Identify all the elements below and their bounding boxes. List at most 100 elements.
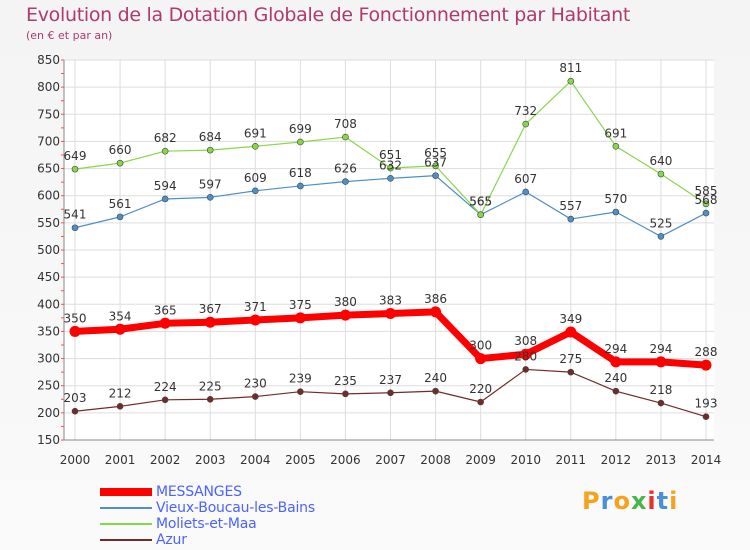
data-point [206,146,214,154]
data-label: 367 [199,302,222,316]
logo-letter: r [600,487,614,515]
logo-letter: x [630,487,648,515]
data-point [342,390,349,398]
data-point [567,77,575,85]
data-label: 541 [64,208,87,222]
data-point [116,159,124,167]
data-point [206,194,214,201]
data-label: 640 [649,154,672,168]
logo-letter: i [647,487,657,515]
legend-item: MESSANGES [100,484,315,500]
data-label: 349 [559,312,582,326]
chart-title: Evolution de la Dotation Globale de Fonc… [26,4,631,26]
data-point [522,120,530,128]
data-label: 386 [424,292,447,306]
legend-swatch [100,488,152,496]
x-tick-label: 2002 [150,453,181,467]
x-tick-label: 2010 [510,453,541,467]
data-label: 811 [559,61,582,75]
data-label: 383 [379,294,402,308]
data-point [161,195,169,203]
data-point [159,317,171,329]
data-point [432,162,439,170]
data-label: 660 [109,143,132,157]
data-label: 354 [109,309,132,323]
y-tick-label: 850 [37,53,60,67]
data-point [522,188,530,196]
data-label: 225 [199,379,222,393]
legend-item: Vieux-Boucau-les-Bains [100,500,315,516]
data-label: 218 [649,383,672,397]
data-label: 375 [289,298,312,312]
data-label: 732 [514,104,537,118]
data-label: 708 [334,117,357,131]
data-label: 682 [154,131,177,145]
data-label: 655 [424,146,447,160]
data-point [387,389,394,397]
data-point [297,388,304,395]
data-point [702,200,710,208]
data-point [249,314,261,326]
data-point [430,306,442,318]
data-label: 568 [695,193,718,207]
data-label: 525 [649,216,672,230]
data-point [387,175,394,182]
data-label: 235 [334,374,357,388]
data-point [432,172,439,179]
data-label: 561 [109,197,132,211]
y-tick-label: 600 [37,189,60,203]
logo-letter: P [582,487,601,515]
data-label: 691 [604,126,627,140]
data-label: 294 [604,342,627,356]
data-point [657,170,665,178]
data-point [161,396,169,404]
legend-label: MESSANGES [156,484,242,500]
y-tick-label: 400 [37,297,60,311]
data-point [567,368,575,376]
x-tick-label: 2008 [420,453,451,467]
data-point [432,387,439,395]
data-point [522,366,530,373]
data-point [655,356,667,368]
data-point [339,309,351,321]
data-label: 230 [244,377,267,391]
y-tick-label: 450 [37,270,60,284]
data-point [387,164,394,172]
logo-letter: t [656,487,670,515]
data-label: 585 [695,184,718,198]
data-label: 626 [334,162,357,176]
x-tick-label: 2014 [691,453,722,467]
data-point [702,209,710,217]
data-point [71,407,79,415]
data-label: 220 [469,382,492,396]
data-point [204,316,216,328]
legend: MESSANGES Vieux-Boucau-les-Bains Moliets-e… [100,484,315,548]
data-point [612,143,620,150]
data-point [342,178,349,185]
data-label: 380 [334,295,357,309]
legend-label: Azur [156,532,187,548]
data-point [116,403,124,410]
data-point [567,215,575,223]
data-point [700,359,712,371]
y-tick-label: 700 [37,134,60,148]
data-label: 275 [559,352,582,366]
data-label: 618 [289,166,312,180]
data-label: 651 [379,148,402,162]
data-label: 632 [379,158,402,172]
data-label: 203 [64,391,87,405]
data-label: 350 [64,311,87,325]
legend-swatch [100,523,152,525]
data-label: 365 [154,303,177,317]
data-point [520,348,532,360]
proxiti-logo: Proxiti [582,487,678,515]
data-label: 570 [604,192,627,206]
data-label: 240 [424,371,447,385]
data-point [612,208,620,216]
y-tick-label: 750 [37,107,60,121]
data-label: 637 [424,156,447,170]
data-point [294,312,306,324]
data-label: 294 [649,342,672,356]
data-point [702,413,710,420]
